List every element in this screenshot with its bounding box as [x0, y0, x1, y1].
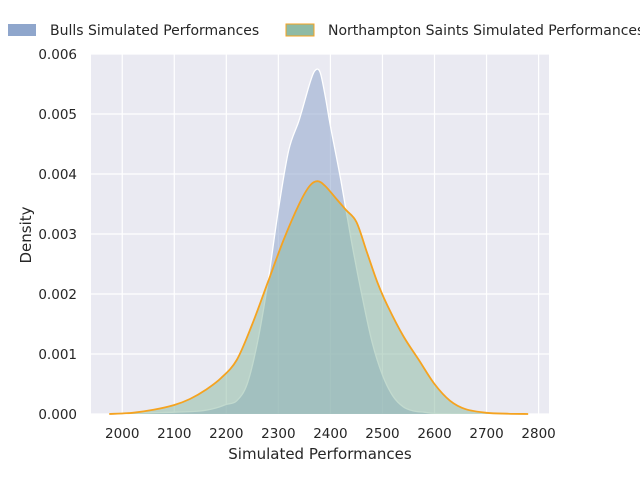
y-tick-label: 0.002: [38, 287, 77, 303]
x-tick-label: 2100: [157, 426, 191, 442]
y-tick-label: 0.005: [38, 107, 77, 123]
x-tick-label: 2200: [209, 426, 243, 442]
x-tick-label: 2000: [105, 426, 139, 442]
density-areas: [109, 68, 529, 415]
x-tick-label: 2700: [469, 426, 503, 442]
y-tick-labels: 0.000 0.001 0.002 0.003 0.004 0.005 0.006: [38, 47, 77, 423]
x-tick-label: 2300: [261, 426, 295, 442]
line-saints: [109, 180, 529, 415]
x-tick-label: 2600: [417, 426, 451, 442]
legend-label-saints: Northampton Saints Simulated Performance…: [328, 23, 640, 39]
x-tick-label: 2500: [365, 426, 399, 442]
x-tick-label: 2400: [313, 426, 347, 442]
y-tick-label: 0.000: [38, 407, 77, 423]
legend-swatch-saints: [285, 23, 315, 37]
legend: Bulls Simulated Performances Northampton…: [8, 23, 640, 39]
legend-label-bulls: Bulls Simulated Performances: [50, 23, 259, 39]
x-tick-label: 2800: [521, 426, 555, 442]
x-axis-label: Simulated Performances: [228, 445, 412, 463]
y-axis-label: Density: [17, 206, 35, 263]
x-tick-labels: 2000 2100 2200 2300 2400 2500 2600 2700 2800: [105, 426, 556, 442]
legend-swatch-bulls: [8, 24, 36, 36]
area-saints: [109, 181, 529, 414]
y-tick-label: 0.003: [38, 227, 77, 243]
y-tick-label: 0.006: [38, 47, 77, 63]
y-tick-label: 0.004: [38, 167, 77, 183]
y-tick-label: 0.001: [38, 347, 77, 363]
